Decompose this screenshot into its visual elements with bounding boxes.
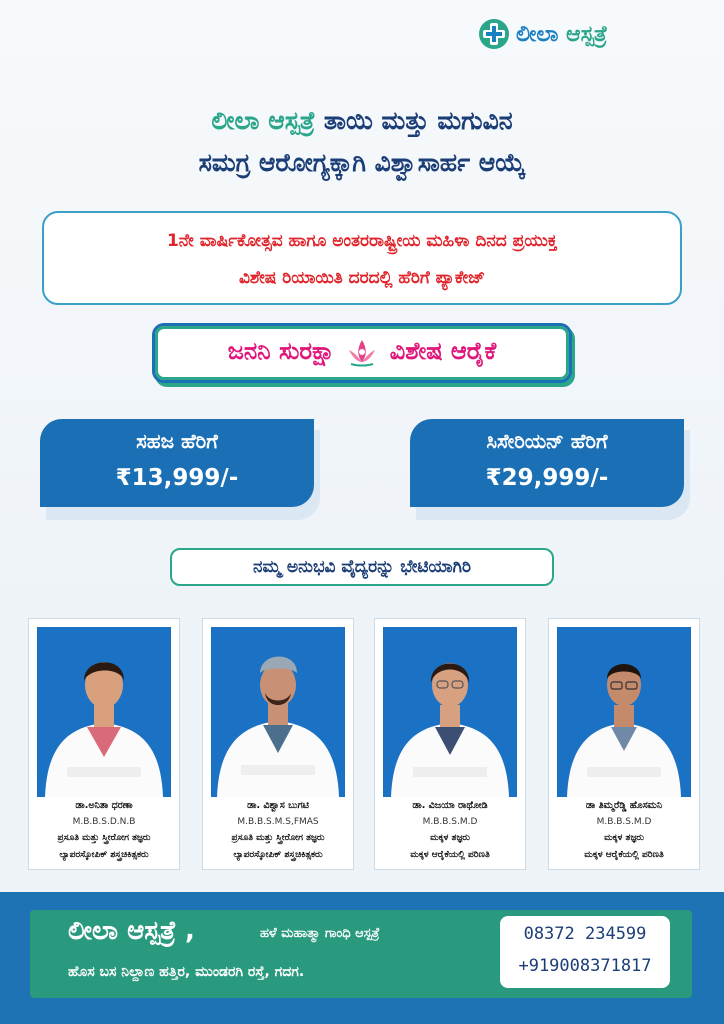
footer-old-name: ಹಳೆ ಮಹಾತ್ಮಾ ಗಾಂಧಿ ಆಸ್ಪತ್ರೆ <box>260 926 380 941</box>
package-normal-delivery: ಸಹಜ ಹೆರಿಗೆ ₹13,999/- <box>40 419 314 507</box>
doctor-degree: M.B.B.S.D.N.B <box>72 817 136 827</box>
offer-line2: ವಿಶೇಷ ರಿಯಾಯಿತಿ ದರದಲ್ಲಿ ಹೆರಿಗೆ ಪ್ಯಾಕೇಜ್ <box>238 268 486 288</box>
doctor-card: ಡಾ ತಿಮ್ಮರೆಡ್ಡಿ ಹೊಸಮನಿ M.B.B.S.M.D ಮಕ್ಕಳ … <box>548 618 700 870</box>
doctor-name: ಡಾ. ವಿಶ್ವಾಸ ಬುಗಟಿ <box>247 800 309 811</box>
doctor-name: ಡಾ.ಅನಿತಾ ಧರಣಾ <box>75 800 133 811</box>
scheme-left: ಜನನಿ ಸುರಕ್ಷಾ <box>227 337 336 365</box>
doctor-photo <box>383 627 517 797</box>
headline-rest: ತಾಯಿ ಮತ್ತು ಮಗುವಿನ <box>323 106 513 135</box>
doctor-degree: M.B.B.S.M.D <box>596 817 652 827</box>
doctor-name: ಡಾ. ವಿಜಯಾ ರಾಥೋಡಿ <box>412 800 488 811</box>
phone-number-1[interactable]: 08372 234599 <box>523 924 647 944</box>
package-cesarean-delivery: ಸಿಸೇರಿಯನ್ ಹೆರಿಗೆ ₹29,999/- <box>410 419 684 507</box>
scheme-right: ವಿಶೇಷ ಆರೈಕೆ <box>389 337 497 365</box>
doctor-specialty: ಮಕ್ಕಳ ಆರೈಕೆಯಲ್ಲಿ ಪರಿಣತಿ <box>410 850 490 860</box>
medical-cross-icon <box>479 19 509 49</box>
offer-line1: 1ನೇ ವಾರ್ಷಿಕೋತ್ಸವ ಹಾಗೂ ಅಂತರರಾಷ್ಟ್ರೀಯ ಮಹಿಳ… <box>166 231 558 251</box>
doctor-card: ಡಾ. ವಿಜಯಾ ರಾಥೋಡಿ M.B.B.S.M.D ಮಕ್ಕಳ ತಜ್ಞರ… <box>374 618 526 870</box>
offer-box: 1ನೇ ವಾರ್ಷಿಕೋತ್ಸವ ಹಾಗೂ ಅಂತರರಾಷ್ಟ್ರೀಯ ಮಹಿಳ… <box>42 211 682 305</box>
doctor-card: ಡಾ. ವಿಶ್ವಾಸ ಬುಗಟಿ M.B.B.S.M.S,FMAS ಪ್ರಸೂ… <box>202 618 354 870</box>
package-price: ₹13,999/- <box>115 465 239 491</box>
logo-secondary: ಆಸ್ಪತ್ರೆ <box>566 21 608 47</box>
meet-doctors-banner: ನಮ್ಮ ಅನುಭವಿ ವೈದ್ಯರನ್ನು ಭೇಟಿಯಾಗಿರಿ <box>170 548 554 586</box>
scheme-banner: ಜನನಿ ಸುರಕ್ಷಾ ವಿಶೇಷ ಆರೈಕೆ <box>152 323 572 383</box>
headline-brand: ಲೀಲಾ ಆಸ್ಪತ್ರೆ <box>211 106 316 135</box>
package-price: ₹29,999/- <box>485 465 609 491</box>
footer: ಲೀಲಾ ಆಸ್ಪತ್ರೆ , ಹಳೆ ಮಹಾತ್ಮಾ ಗಾಂಧಿ ಆಸ್ಪತ್… <box>0 892 724 1024</box>
doctor-photo <box>557 627 691 797</box>
doctor-degree: M.B.B.S.M.D <box>422 817 478 827</box>
doctor-specialty: ಪ್ರಸೂತಿ ಮತ್ತು ಸ್ತ್ರೀರೋಗ ತಜ್ಞರು <box>231 833 325 843</box>
doctor-specialty: ಮಕ್ಕಳ ತಜ್ಞರು <box>604 833 644 843</box>
phone-number-2[interactable]: +919008371817 <box>518 956 652 976</box>
headline-line1: ಲೀಲಾ ಆಸ್ಪತ್ರೆ ತಾಯಿ ಮತ್ತು ಮಗುವಿನ <box>0 106 724 136</box>
footer-panel: ಲೀಲಾ ಆಸ್ಪತ್ರೆ , ಹಳೆ ಮಹಾತ್ಮಾ ಗಾಂಧಿ ಆಸ್ಪತ್… <box>30 910 692 998</box>
lotus-icon <box>349 340 376 367</box>
package-title: ಸಿಸೇರಿಯನ್ ಹೆರಿಗೆ <box>486 429 608 453</box>
doctor-specialty: ಲ್ಯಾಪರಸ್ಕೋಪಿಕ್ ಶಸ್ತ್ರಚಿಕಿತ್ಸಕರು <box>59 850 149 860</box>
package-title: ಸಹಜ ಹೆರಿಗೆ <box>136 429 218 453</box>
headline-line2: ಸಮಗ್ರ ಆರೋಗ್ಯಕ್ಕಾಗಿ ವಿಶ್ವಾಸಾರ್ಹ ಆಯ್ಕೆ <box>198 148 526 177</box>
doctor-specialty: ಲ್ಯಾಪರಸ್ಕೋಪಿಕ್ ಶಸ್ತ್ರಚಿಕಿತ್ಸಕರು <box>233 850 323 860</box>
phone-box: 08372 234599 +919008371817 <box>500 916 670 988</box>
doctor-card: ಡಾ.ಅನಿತಾ ಧರಣಾ M.B.B.S.D.N.B ಪ್ರಸೂತಿ ಮತ್ತ… <box>28 618 180 870</box>
footer-address: ಹೊಸ ಬಸ ನಿಲ್ದಾಣ ಹತ್ತಿರ, ಮುಂಡರಗಿ ರಸ್ತೆ, ಗದ… <box>68 964 305 980</box>
doctor-specialty: ಮಕ್ಕಳ ತಜ್ಞರು <box>430 833 470 843</box>
doctor-specialty: ಮಕ್ಕಳ ಆರೈಕೆಯಲ್ಲಿ ಪರಿಣತಿ <box>584 850 664 860</box>
hospital-logo: ಲೀಲಾ ಆಸ್ಪತ್ರೆ <box>478 16 607 52</box>
doctor-degree: M.B.B.S.M.S,FMAS <box>237 817 319 827</box>
logo-text: ಲೀಲಾ ಆಸ್ಪತ್ರೆ <box>516 22 607 47</box>
doctor-name: ಡಾ ತಿಮ್ಮರೆಡ್ಡಿ ಹೊಸಮನಿ <box>585 800 663 811</box>
doctor-photo <box>211 627 345 797</box>
footer-hospital-name: ಲೀಲಾ ಆಸ್ಪತ್ರೆ , <box>68 916 195 946</box>
doctor-photo <box>37 627 171 797</box>
doctor-specialty: ಪ್ರಸೂತಿ ಮತ್ತು ಸ್ತ್ರೀರೋಗ ತಜ್ಞರು <box>57 833 151 843</box>
logo-primary: ಲೀಲಾ <box>516 21 559 47</box>
